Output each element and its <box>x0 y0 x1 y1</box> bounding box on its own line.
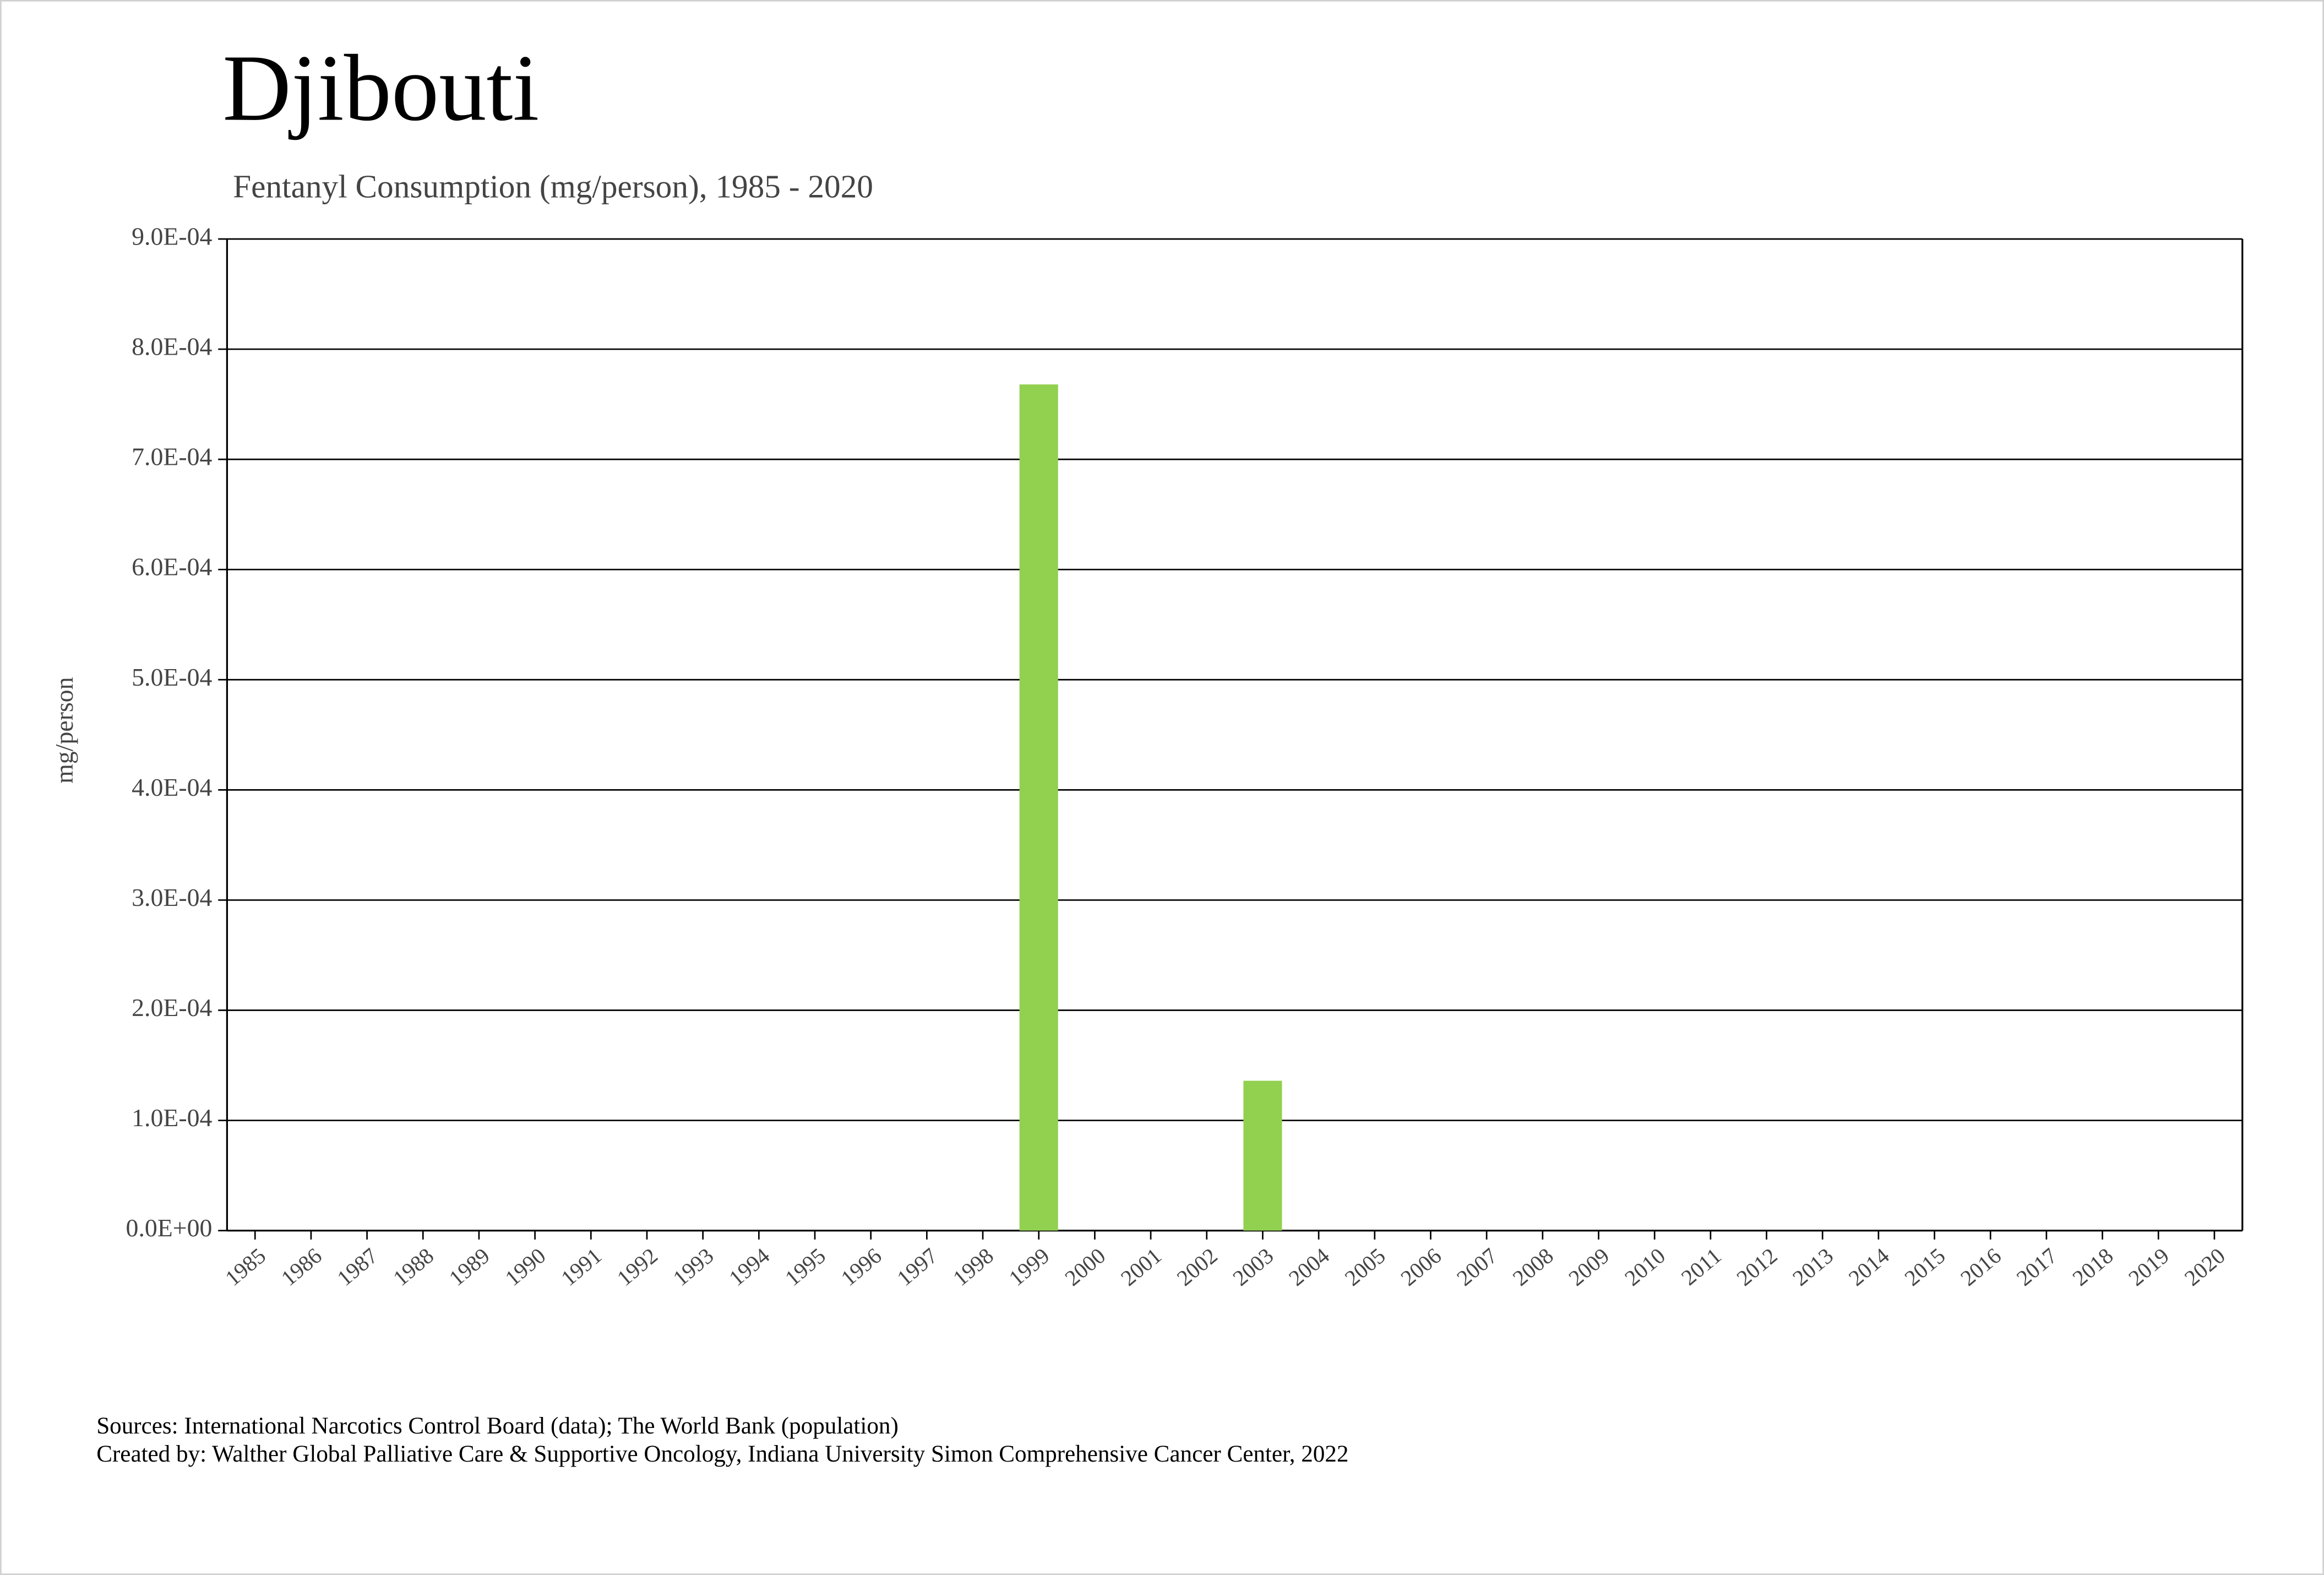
y-tick-label: 1.0E-04 <box>132 1104 212 1132</box>
credit-note: Created by: Walther Global Palliative Ca… <box>96 1441 1348 1467</box>
y-tick-label: 7.0E-04 <box>132 443 212 471</box>
y-tick-label: 6.0E-04 <box>132 553 212 581</box>
bar <box>1019 384 1058 1231</box>
bar <box>1243 1080 1282 1231</box>
y-tick-label: 5.0E-04 <box>132 663 212 691</box>
chart-title: Djibouti <box>222 35 539 140</box>
y-tick-label: 2.0E-04 <box>132 993 212 1022</box>
y-tick-label: 8.0E-04 <box>132 333 212 361</box>
source-note: Sources: International Narcotics Control… <box>96 1413 899 1439</box>
y-tick-label: 9.0E-04 <box>132 222 212 251</box>
y-tick-label: 3.0E-04 <box>132 883 212 911</box>
y-axis-label: mg/person <box>50 677 78 784</box>
y-tick-label: 0.0E+00 <box>126 1214 213 1242</box>
y-tick-label: 4.0E-04 <box>132 773 212 801</box>
chart-subtitle: Fentanyl Consumption (mg/person), 1985 -… <box>233 169 873 205</box>
